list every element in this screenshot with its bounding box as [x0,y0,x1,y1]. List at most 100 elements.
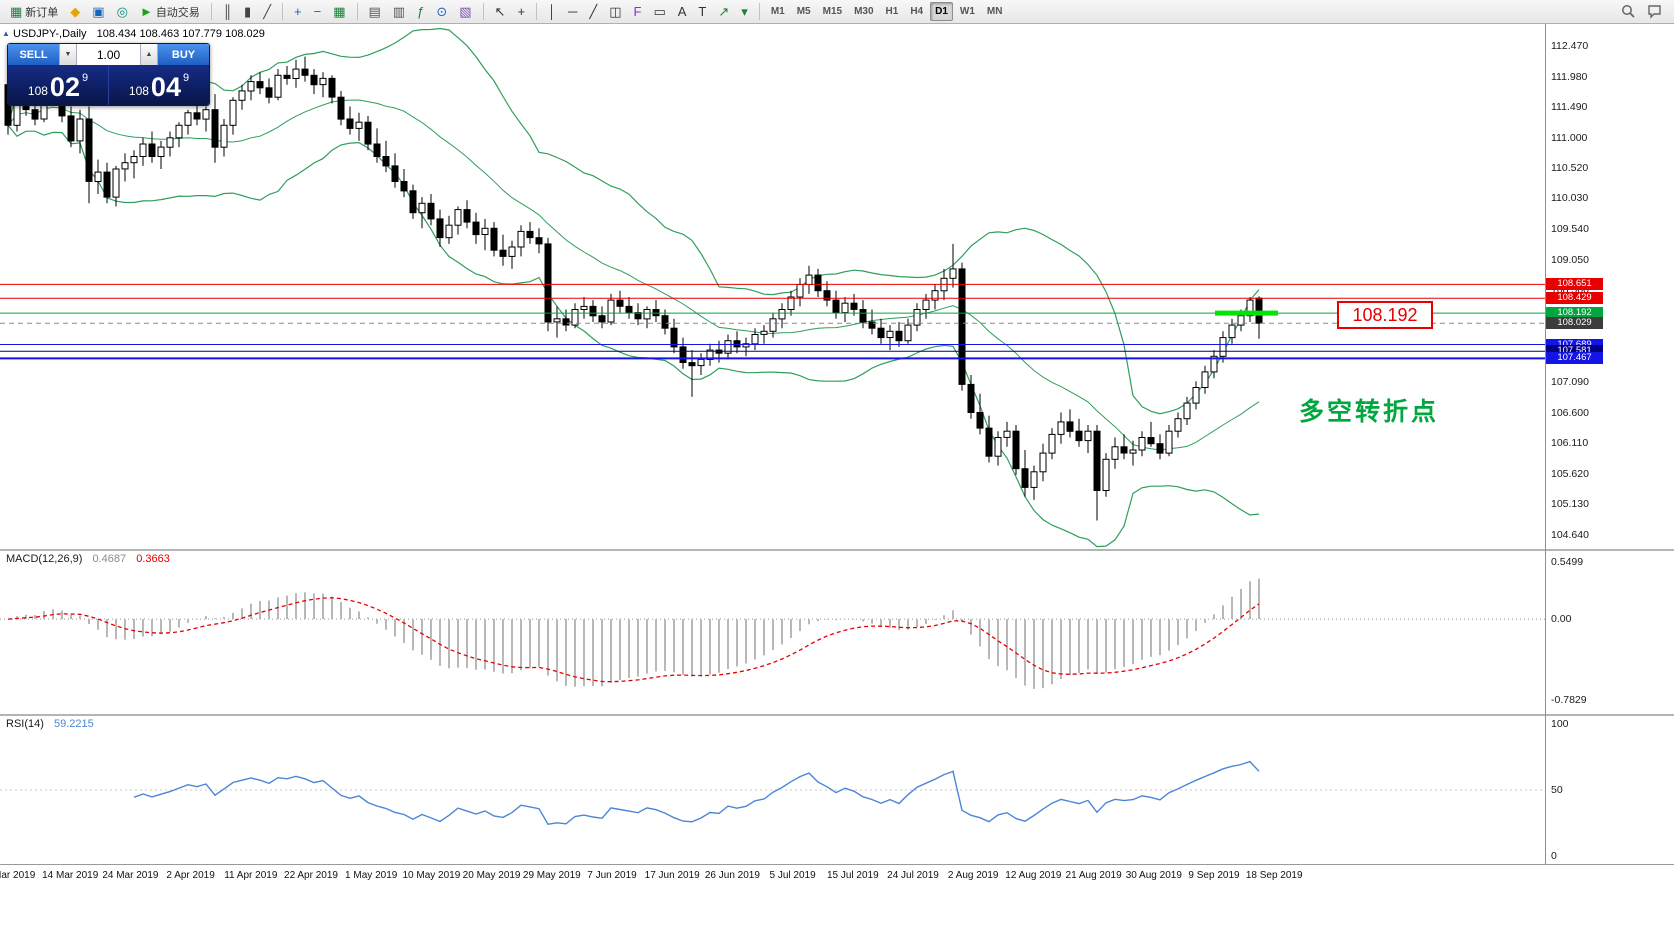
horizontal-line-button[interactable]: ─ [563,2,582,21]
arrows-button[interactable]: ↗ [713,2,734,21]
cycles-icon: ⊙ [436,4,448,19]
tf-h1-button[interactable]: H1 [881,2,904,21]
tf-m15-button[interactable]: M15 [818,2,847,21]
trade-prices-row: 108 02 9 108 04 9 [8,65,209,105]
date-label: 24 Mar 2019 [102,870,159,881]
date-label: 17 Jun 2019 [644,870,700,881]
text-button[interactable]: A [673,2,692,21]
date-label: 5 Mar 2019 [0,870,36,881]
timeframe-group: M1 M5 M15 M30 H1 H4 D1 W1 MN [765,2,1009,21]
volume-down-icon[interactable]: ▼ [59,44,77,65]
zoom-out-icon: − [313,4,322,19]
sell-price-prefix: 108 [27,84,48,99]
trendline-button[interactable]: ╱ [584,2,602,21]
price-axis-label: 110.520 [1551,161,1589,174]
trade-controls-row: SELL ▼ ▲ BUY [8,44,209,65]
macd-axis-label: 0.5499 [1551,556,1584,569]
shapes-button[interactable]: ▭ [648,2,670,21]
tf-m30-button[interactable]: M30 [849,2,878,21]
zoom-in-button[interactable]: + [289,2,307,21]
price-axis-label: 104.640 [1551,528,1589,541]
symbol-period-label: USDJPY-,Daily [13,28,87,40]
metaeditor-button[interactable]: ◆ [65,2,85,21]
strategy-tester-button[interactable]: ◎ [112,2,133,21]
channel-button[interactable]: ◫ [604,2,626,21]
tf-m5-button[interactable]: M5 [792,2,816,21]
ohlc-values: 108.434 108.463 107.779 108.029 [96,28,265,40]
terminal-button[interactable]: ▣ [87,2,109,21]
rsi-title: RSI(14) [6,718,44,730]
date-label: 18 Sep 2019 [1245,870,1303,881]
trade-group: ▦ 新订单 ◆ ▣ ◎ ► 自动交易 [4,2,206,21]
date-label: 9 Sep 2019 [1188,870,1240,881]
buy-price[interactable]: 108 04 9 [109,65,209,105]
macd-title: MACD(12,26,9) [6,553,83,565]
vertical-line-button[interactable]: │ [543,2,561,21]
tf-h4-button[interactable]: H4 [905,2,928,21]
price-annotation[interactable]: 108.192 [1337,301,1433,330]
new-order-icon: ▦ [10,4,23,19]
price-chart-canvas[interactable] [0,24,1545,556]
buy-button[interactable]: BUY [158,44,209,65]
rsi-axis-label: 50 [1551,784,1563,796]
tf-w1-button[interactable]: W1 [955,2,980,21]
new-order-button[interactable]: ▦ 新订单 [5,2,63,21]
panel-splitter[interactable] [0,714,1674,716]
tf-m1-button[interactable]: M1 [766,2,790,21]
indicators-icon: ƒ [417,4,425,19]
toolbar: ▦ 新订单 ◆ ▣ ◎ ► 自动交易 ║ ▮ ╱ + − ▦ ▤ ▥ ƒ ⊙ ▧ ↖ + │ ─ ╱ ◫ F ▭ A T ↗ ▾ M1 M5 M… [0,0,1674,24]
buy-price-prefix: 108 [128,84,149,99]
window-group: ▤ ▥ ƒ ⊙ ▧ [363,2,478,21]
grid-button[interactable]: ▦ [328,2,350,21]
date-label: 30 Aug 2019 [1125,870,1182,881]
cascade-windows-button[interactable]: ▥ [388,2,410,21]
grid-icon: ▦ [333,4,346,19]
date-label: 29 May 2019 [522,870,581,881]
volume-input[interactable] [77,44,140,65]
price-axis-label: 111.980 [1551,70,1588,83]
label-button[interactable]: T [693,2,711,21]
macd-value-main: 0.4687 [92,553,127,565]
autotrading-button[interactable]: ► 自动交易 [135,2,205,21]
macd-value-signal: 0.3663 [136,553,170,565]
indicators-button[interactable]: ƒ [412,2,429,21]
strategy-tester-icon: ◎ [116,4,128,19]
fibonacci-icon: F [633,4,642,19]
fibonacci-button[interactable]: F [629,2,647,21]
vertical-line-icon: │ [548,4,557,19]
oneclick-collapse-icon[interactable]: ▲ [2,29,10,38]
line-chart-icon: ╱ [263,4,272,19]
objects-dropdown-button[interactable]: ▾ [736,2,753,21]
sell-price-big: 02 [49,72,80,102]
cycles-button[interactable]: ⊙ [431,2,452,21]
rsi-canvas[interactable] [0,716,1545,867]
tf-h1-button-label: H1 [885,6,899,17]
zoom-group: + − ▦ [288,2,351,21]
search-icon[interactable] [1618,2,1638,22]
chat-icon[interactable] [1644,2,1664,22]
zoom-out-button[interactable]: − [309,2,327,21]
tf-mn-button[interactable]: MN [982,2,1008,21]
turning-point-annotation[interactable]: 多空转折点 [1299,398,1440,426]
line-chart-button[interactable]: ╱ [258,2,276,21]
candlestick-chart-button[interactable]: ▮ [239,2,256,21]
crosshair-button[interactable]: + [512,2,530,21]
templates-button[interactable]: ▧ [454,2,476,21]
volume-up-icon[interactable]: ▲ [140,44,158,65]
rsi-axis-label: 0 [1551,850,1557,862]
sell-button[interactable]: SELL [8,44,59,65]
tf-d1-button[interactable]: D1 [930,2,953,21]
macd-canvas[interactable] [0,551,1545,719]
sell-price[interactable]: 108 02 9 [8,65,109,105]
cursor-button[interactable]: ↖ [490,2,511,21]
tile-windows-button[interactable]: ▤ [364,2,386,21]
price-chart-svg [0,27,1545,548]
panel-splitter[interactable] [0,549,1674,551]
date-label: 2 Apr 2019 [166,870,215,881]
autotrading-icon: ► [139,4,153,19]
tf-mn-button-label: MN [986,6,1003,17]
date-label: 21 Aug 2019 [1065,870,1122,881]
bar-chart-button[interactable]: ║ [218,2,237,21]
date-label: 20 May 2019 [462,870,521,881]
